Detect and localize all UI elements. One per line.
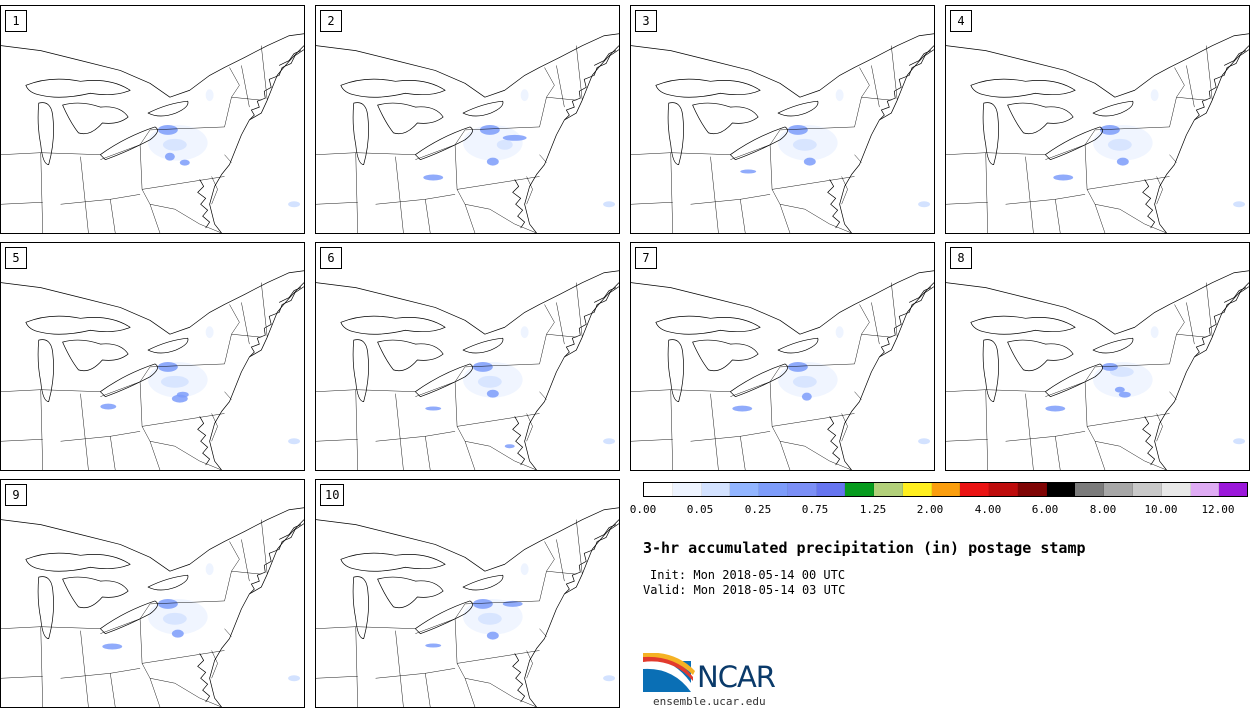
colorbar-segment: [644, 483, 673, 496]
init-time: Init: Mon 2018-05-14 00 UTC: [650, 568, 846, 582]
colorbar-segment: [672, 483, 702, 496]
colorbar-tick-label: 8.00: [1089, 503, 1117, 516]
member-map-panel: 10: [315, 479, 620, 708]
member-number-label: 8: [950, 247, 972, 269]
member-number-label: 2: [320, 10, 342, 32]
colorbar-segment: [1219, 483, 1248, 496]
colorbar-tick-label: 4.00: [974, 503, 1002, 516]
member-map-panel: 3: [630, 5, 935, 234]
colorbar-tick-label: 12.00: [1201, 503, 1235, 516]
member-map-panel: 5: [0, 242, 305, 471]
colorbar-segment: [1133, 483, 1162, 496]
precip-colorbar: [643, 482, 1248, 497]
member-number-label: 10: [320, 484, 345, 506]
member-number-label: 4: [950, 10, 972, 32]
colorbar-segment: [1046, 483, 1076, 496]
colorbar-segment: [759, 483, 788, 496]
member-map-panel: 4: [945, 5, 1250, 234]
colorbar-segment: [1104, 483, 1134, 496]
colorbar-segment: [1161, 483, 1191, 496]
member-map-panel: 9: [0, 479, 305, 708]
colorbar-tick-label: 0.75: [801, 503, 829, 516]
colorbar-segment: [1190, 483, 1220, 496]
member-map-panel: 1: [0, 5, 305, 234]
member-number-label: 6: [320, 247, 342, 269]
colorbar-segment: [931, 483, 961, 496]
colorbar-tick-label: 2.00: [916, 503, 944, 516]
colorbar-segment: [1075, 483, 1105, 496]
colorbar-segment: [874, 483, 903, 496]
colorbar-tick-label: 0.00: [629, 503, 657, 516]
colorbar-segment: [701, 483, 731, 496]
member-map-panel: 6: [315, 242, 620, 471]
valid-time: Valid: Mon 2018-05-14 03 UTC: [643, 583, 846, 597]
colorbar-segment: [989, 483, 1018, 496]
member-number-label: 5: [5, 247, 27, 269]
colorbar-segment: [787, 483, 817, 496]
footer-url[interactable]: ensemble.ucar.edu: [653, 695, 766, 708]
colorbar-tick-label: 1.25: [859, 503, 887, 516]
colorbar-segment: [960, 483, 990, 496]
member-map-panel: 8: [945, 242, 1250, 471]
member-map-panel: 7: [630, 242, 935, 471]
colorbar-segment: [730, 483, 760, 496]
chart-title: 3-hr accumulated precipitation (in) post…: [643, 539, 1086, 557]
colorbar-tick-label: 0.05: [686, 503, 714, 516]
ncar-logo-text: NCAR: [697, 660, 776, 694]
member-number-label: 7: [635, 247, 657, 269]
ncar-logo-icon: [643, 653, 695, 692]
colorbar-tick-label: 10.00: [1144, 503, 1178, 516]
member-number-label: 1: [5, 10, 27, 32]
member-number-label: 9: [5, 484, 27, 506]
colorbar-segment: [816, 483, 846, 496]
member-map-panel: 2: [315, 5, 620, 234]
colorbar-segment: [902, 483, 932, 496]
colorbar-tick-label: 0.25: [744, 503, 772, 516]
colorbar-tick-label: 6.00: [1031, 503, 1059, 516]
member-number-label: 3: [635, 10, 657, 32]
colorbar-segment: [1017, 483, 1047, 496]
colorbar-segment: [845, 483, 875, 496]
